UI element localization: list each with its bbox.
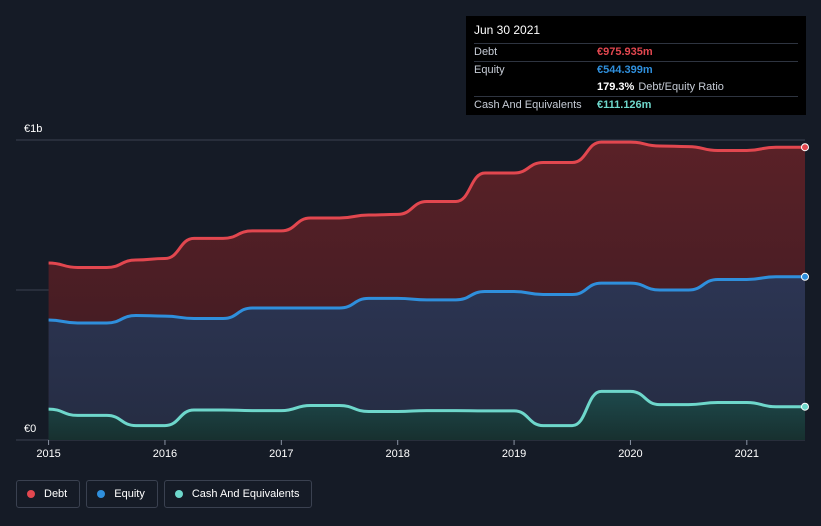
- equity-line: [48, 275, 805, 325]
- x-tick-label-2018: 2018: [385, 448, 409, 460]
- legend-debt-label: Debt: [44, 488, 68, 500]
- legend-debt-dot-icon: [27, 490, 35, 498]
- cash-area: [48, 391, 806, 440]
- tooltip-row-cash: Cash And Equivalents €111.126m: [474, 96, 798, 114]
- cash-endpoint-marker: [801, 402, 809, 411]
- tooltip-debt-value: €975.935m: [597, 46, 653, 58]
- tooltip-ratio-label: Debt/Equity Ratio: [638, 81, 724, 93]
- tooltip-row-ratio: 179.3% Debt/Equity Ratio: [474, 79, 798, 96]
- x-tick-label-2017: 2017: [269, 448, 293, 460]
- tooltip-ratio-spacer: [474, 79, 597, 96]
- equity-endpoint-marker: [801, 272, 809, 281]
- tooltip-debt-label: Debt: [474, 46, 498, 58]
- x-tick-label-2016: 2016: [153, 448, 177, 460]
- tooltip-equity-label: Equity: [474, 64, 505, 76]
- data-tooltip: Jun 30 2021 Debt €975.935m Equity €544.3…: [466, 16, 806, 115]
- tooltip-date: Jun 30 2021: [474, 23, 541, 37]
- x-tick-label-2021: 2021: [735, 448, 759, 460]
- chart-legend: Debt Equity Cash And Equivalents: [16, 480, 313, 508]
- tooltip-row-debt: Debt €975.935m: [474, 43, 798, 61]
- legend-equity-dot-icon: [97, 490, 106, 498]
- tooltip-cash-label: Cash And Equivalents: [474, 99, 582, 111]
- legend-cash-dot-icon: [174, 490, 183, 498]
- x-tick-label-2020: 2020: [618, 448, 642, 460]
- debt-endpoint-marker: [801, 143, 809, 152]
- tooltip-ratio-value: 179.3%: [597, 81, 635, 93]
- legend-item-equity[interactable]: Equity: [86, 480, 158, 508]
- legend-cash-label: Cash And Equivalents: [191, 488, 300, 500]
- y-axis-label-max: €1b: [24, 123, 43, 135]
- chart-lines: [48, 140, 805, 428]
- debt-line: [48, 140, 805, 269]
- legend-equity-label: Equity: [114, 488, 145, 500]
- x-tick-label-2015: 2015: [36, 448, 60, 460]
- cash-line: [48, 389, 805, 428]
- chart-endpoints: [801, 143, 809, 411]
- legend-item-cash[interactable]: Cash And Equivalents: [163, 480, 313, 508]
- y-axis-label-min: €0: [24, 423, 37, 435]
- tooltip-equity-value: €544.399m: [597, 64, 653, 76]
- x-tick-label-2019: 2019: [502, 448, 526, 460]
- x-axis-ticks: 2015 2016 2017 2018 2019 2020 2021: [36, 440, 759, 460]
- chart-areas: [48, 142, 806, 440]
- tooltip-row-equity: Equity €544.399m: [474, 61, 798, 79]
- legend-item-debt[interactable]: Debt: [16, 480, 81, 508]
- tooltip-cash-value: €111.126m: [597, 99, 652, 111]
